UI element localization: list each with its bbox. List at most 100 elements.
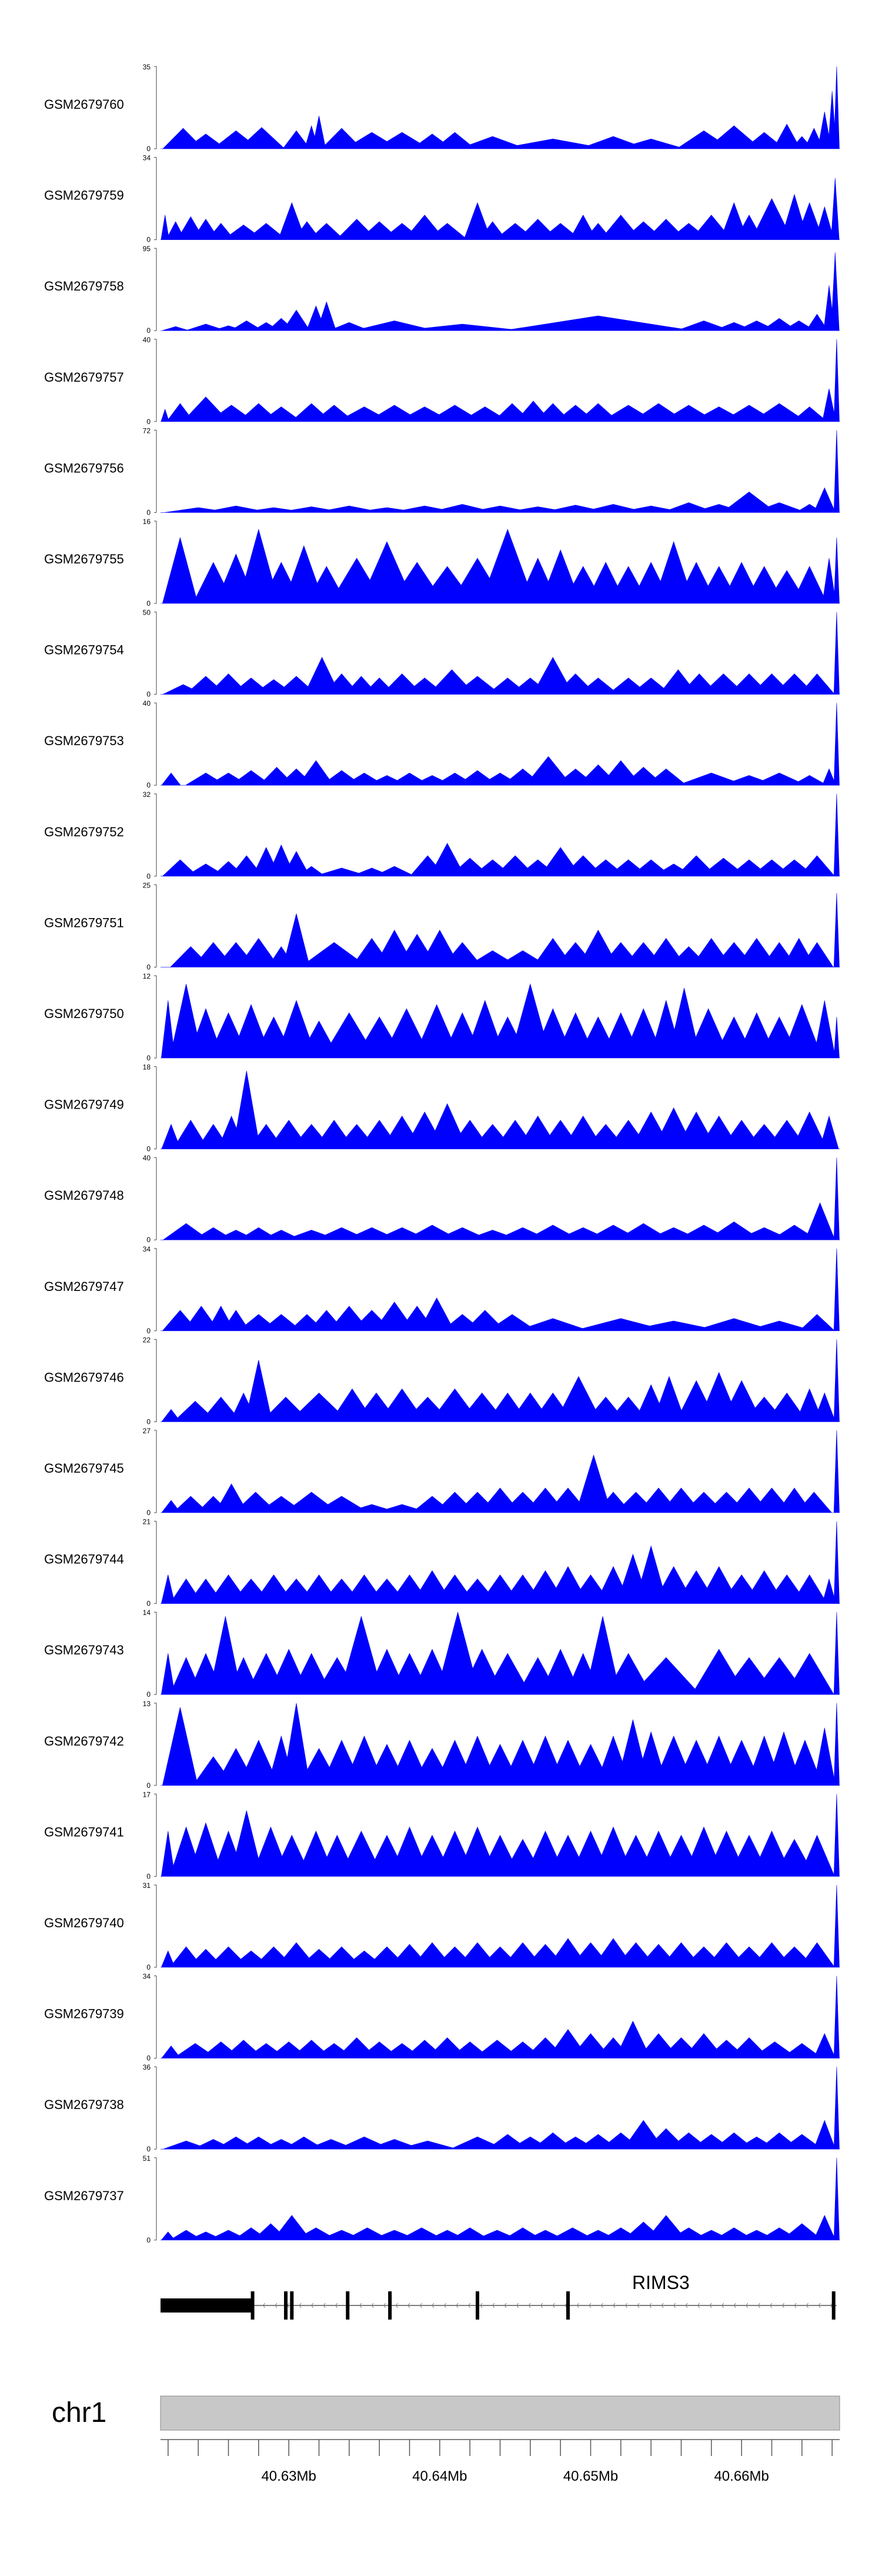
exon-block [346, 2291, 350, 2320]
coverage-track: GSM2679753 40 0 [44, 699, 840, 789]
exon-block [831, 2291, 836, 2320]
y-max-label: 40 [143, 699, 151, 708]
gene-name: RIMS3 [632, 2272, 690, 2293]
strand-arrow [275, 2303, 278, 2308]
exon-block [476, 2291, 479, 2320]
coverage-area [161, 430, 840, 513]
strand-arrow [746, 2303, 749, 2308]
y-min-label: 0 [146, 1145, 151, 1153]
strand-arrow [806, 2303, 808, 2308]
strand-arrow [456, 2303, 459, 2308]
strand-arrow [335, 2303, 338, 2308]
y-min-label: 0 [146, 2145, 151, 2153]
y-min-label: 0 [146, 599, 151, 608]
coverage-track: GSM2679743 14 0 [44, 1609, 840, 1699]
y-max-label: 21 [143, 1518, 151, 1526]
coverage-track: GSM2679745 27 0 [44, 1427, 840, 1517]
coverage-area [161, 66, 840, 149]
strand-arrow [600, 2303, 603, 2308]
strand-arrow [613, 2303, 616, 2308]
coverage-track: GSM2679751 25 0 [44, 881, 840, 971]
strand-arrow [552, 2303, 555, 2308]
coverage-track: GSM2679748 40 0 [44, 1154, 840, 1244]
strand-arrow [371, 2303, 374, 2308]
coverage-area [161, 528, 840, 604]
coverage-area [161, 1794, 840, 1877]
axis-tick-label: 40.66Mb [714, 2468, 769, 2484]
coverage-track: GSM2679746 22 0 [44, 1336, 840, 1426]
axis-tick-label: 40.64Mb [412, 2468, 467, 2484]
chromosome-ideogram [160, 2395, 840, 2431]
y-max-label: 51 [143, 2154, 151, 2163]
y-min-label: 0 [146, 1963, 151, 1971]
y-max-label: 16 [143, 518, 151, 526]
genome-axis: chr1 40.63Mb 40.64Mb 40.65Mb 40.66Mb [52, 2395, 840, 2484]
track-label: GSM2679744 [44, 1552, 124, 1567]
coverage-area [161, 1884, 840, 1968]
strand-arrow [637, 2303, 640, 2308]
strand-arrow [709, 2303, 712, 2308]
y-min-label: 0 [146, 508, 151, 516]
y-max-label: 40 [143, 336, 151, 344]
y-max-label: 25 [143, 881, 151, 889]
y-min-label: 0 [146, 2054, 151, 2063]
coverage-area [161, 2067, 840, 2150]
exon-block [284, 2291, 288, 2320]
track-label: GSM2679751 [44, 915, 124, 930]
strand-arrow [661, 2303, 664, 2308]
y-max-label: 34 [143, 154, 151, 162]
strand-arrow [467, 2303, 470, 2308]
coverage-area [161, 893, 840, 967]
y-min-label: 0 [146, 1236, 151, 1244]
coverage-track: GSM2679757 40 0 [44, 336, 840, 426]
track-label: GSM2679756 [44, 461, 124, 475]
strand-arrow [685, 2303, 688, 2308]
y-min-label: 0 [146, 1781, 151, 1790]
coverage-track: GSM2679750 12 0 [44, 972, 840, 1062]
exon-block [290, 2291, 294, 2320]
track-label: GSM2679755 [44, 552, 124, 566]
coverage-area [161, 983, 840, 1059]
strand-arrow [818, 2303, 821, 2308]
coverage-track: GSM2679741 17 0 [44, 1790, 840, 1880]
y-max-label: 34 [143, 1973, 151, 1981]
strand-arrow [432, 2303, 435, 2308]
coverage-area [161, 1611, 840, 1696]
y-min-label: 0 [146, 963, 151, 971]
coverage-area [161, 1248, 840, 1332]
strand-arrow [624, 2303, 627, 2308]
coverage-area [161, 339, 840, 422]
strand-arrow [576, 2303, 579, 2308]
y-min-label: 0 [146, 781, 151, 789]
track-label: GSM2679757 [44, 370, 124, 385]
track-label: GSM2679745 [44, 1461, 124, 1476]
coverage-area [161, 2157, 840, 2241]
track-label: GSM2679752 [44, 825, 124, 839]
y-min-label: 0 [146, 326, 151, 335]
strand-arrow [407, 2303, 410, 2308]
coverage-track: GSM2679759 34 0 [44, 154, 840, 244]
track-label: GSM2679750 [44, 1006, 124, 1021]
coverage-area [161, 612, 840, 695]
y-min-label: 0 [146, 872, 151, 880]
coverage-area [161, 1703, 840, 1786]
y-max-label: 12 [143, 972, 151, 980]
track-label: GSM2679749 [44, 1097, 124, 1112]
strand-arrow [540, 2303, 543, 2308]
strand-arrow [395, 2303, 398, 2308]
coverage-track: GSM2679749 18 0 [44, 1063, 840, 1153]
strand-arrow [383, 2303, 386, 2308]
track-label: GSM2679759 [44, 188, 124, 203]
y-max-label: 50 [143, 609, 151, 617]
coverage-track: GSM2679752 32 0 [44, 790, 840, 880]
track-label: GSM2679748 [44, 1188, 124, 1203]
strand-arrow [733, 2303, 736, 2308]
strand-arrow [323, 2303, 326, 2308]
y-max-label: 95 [143, 245, 151, 253]
coverage-track: GSM2679754 50 0 [44, 609, 840, 699]
coverage-tracks: GSM2679760350GSM2679759340GSM2679758950G… [44, 63, 840, 2244]
coverage-area [161, 703, 840, 786]
y-max-label: 35 [143, 63, 151, 71]
axis-tick-label: 40.63Mb [261, 2468, 316, 2484]
y-min-label: 0 [146, 1600, 151, 1608]
